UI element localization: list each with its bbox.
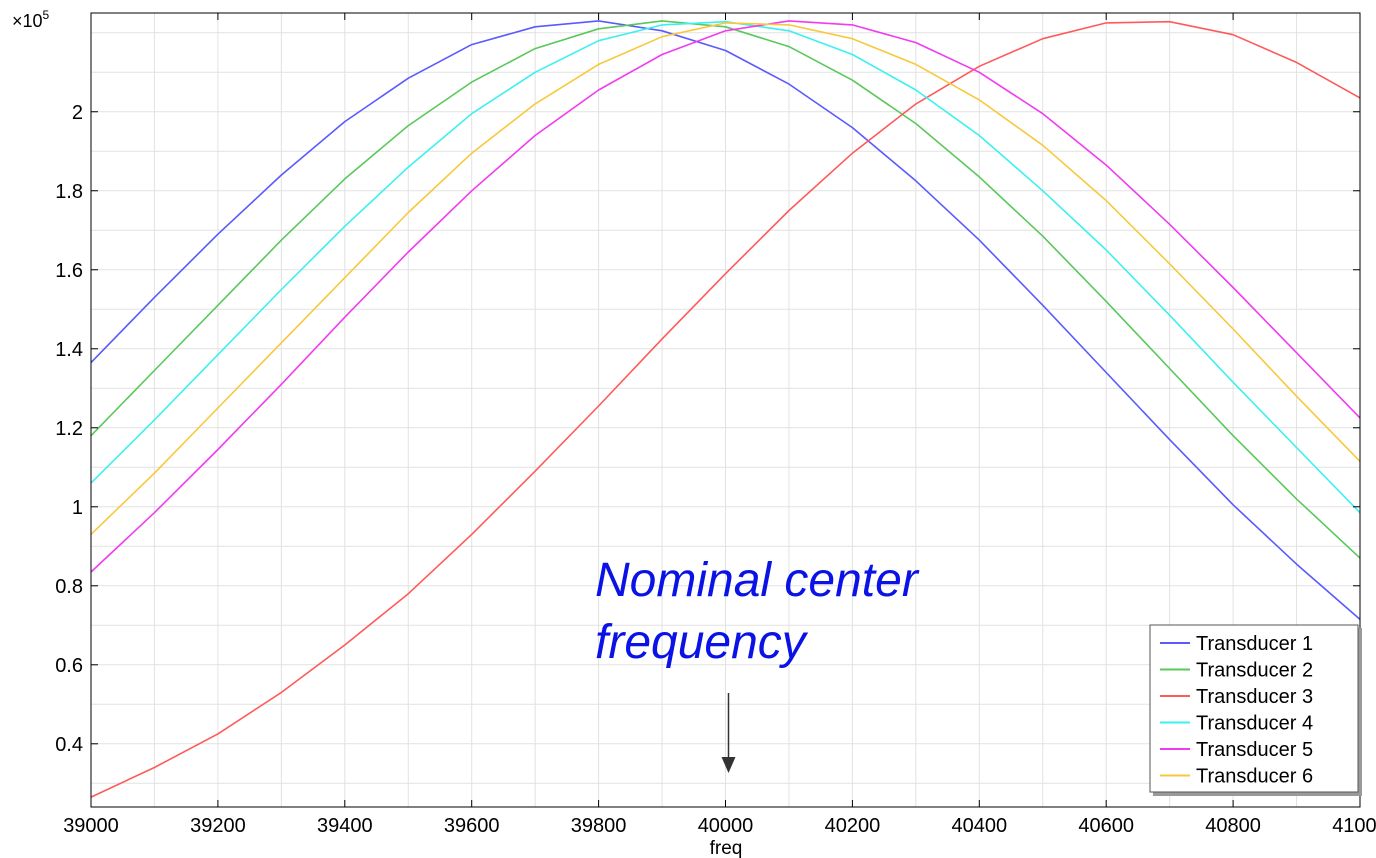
y-tick-labels: 0.4 0.6 0.8 1 1.2 1.4 1.6 1.8 2 <box>55 102 83 756</box>
y-tick-label: 0.8 <box>55 576 83 598</box>
legend-label: Transducer 3 <box>1196 686 1313 708</box>
series-line-transducer-6 <box>90 22 1361 535</box>
x-tick-label: 39200 <box>190 815 246 837</box>
legend: Transducer 1 Transducer 2 Transducer 3 Tran… <box>1149 624 1362 796</box>
x-tick-label: 39800 <box>571 815 627 837</box>
y-tick-label: 1.2 <box>55 418 83 440</box>
series-line-transducer-3 <box>90 20 1361 798</box>
series-line-transducer-4 <box>90 20 1361 514</box>
series-line-transducer-1 <box>90 20 1361 621</box>
legend-label: Transducer 1 <box>1196 633 1313 655</box>
x-axis-title: freq <box>710 838 743 858</box>
y-multiplier-base: ×10 <box>12 11 43 31</box>
legend-label: Transducer 2 <box>1196 660 1313 682</box>
x-tick-label: 40000 <box>698 815 754 837</box>
legend-label: Transducer 5 <box>1196 739 1313 761</box>
axis-ticks <box>90 13 1361 807</box>
x-tick-label: 39600 <box>444 815 500 837</box>
x-tick-label: 40600 <box>1078 815 1134 837</box>
y-tick-label: 0.6 <box>55 655 83 677</box>
x-tick-labels: 39000 39200 39400 39600 39800 40000 40200 40400… <box>63 815 1376 837</box>
y-tick-label: 2 <box>72 102 83 124</box>
series-lines <box>90 20 1361 798</box>
annotation-arrow-head <box>721 757 736 773</box>
y-tick-label: 1 <box>72 497 83 519</box>
legend-label: Transducer 4 <box>1196 713 1313 735</box>
series-line-transducer-5 <box>90 20 1361 573</box>
x-tick-label: 39000 <box>63 815 119 837</box>
series-line-transducer-2 <box>90 20 1361 559</box>
x-tick-label: 39400 <box>317 815 373 837</box>
y-tick-label: 1.8 <box>55 181 83 203</box>
x-tick-label: 40800 <box>1205 815 1261 837</box>
legend-label: Transducer 6 <box>1196 766 1313 788</box>
y-multiplier: ×105 <box>12 8 50 31</box>
y-tick-label: 1.6 <box>55 260 83 282</box>
y-tick-label: 0.4 <box>55 734 83 756</box>
x-tick-label: 40200 <box>825 815 881 837</box>
y-tick-label: 1.4 <box>55 339 83 361</box>
x-tick-label: 40400 <box>951 815 1007 837</box>
annotation: Nominal center frequency <box>595 554 920 773</box>
y-multiplier-exponent: 5 <box>43 8 50 22</box>
annotation-line-2: frequency <box>595 616 809 669</box>
legend-box <box>1149 624 1359 793</box>
grid-lines <box>90 13 1361 807</box>
annotation-line-1: Nominal center <box>595 554 920 607</box>
